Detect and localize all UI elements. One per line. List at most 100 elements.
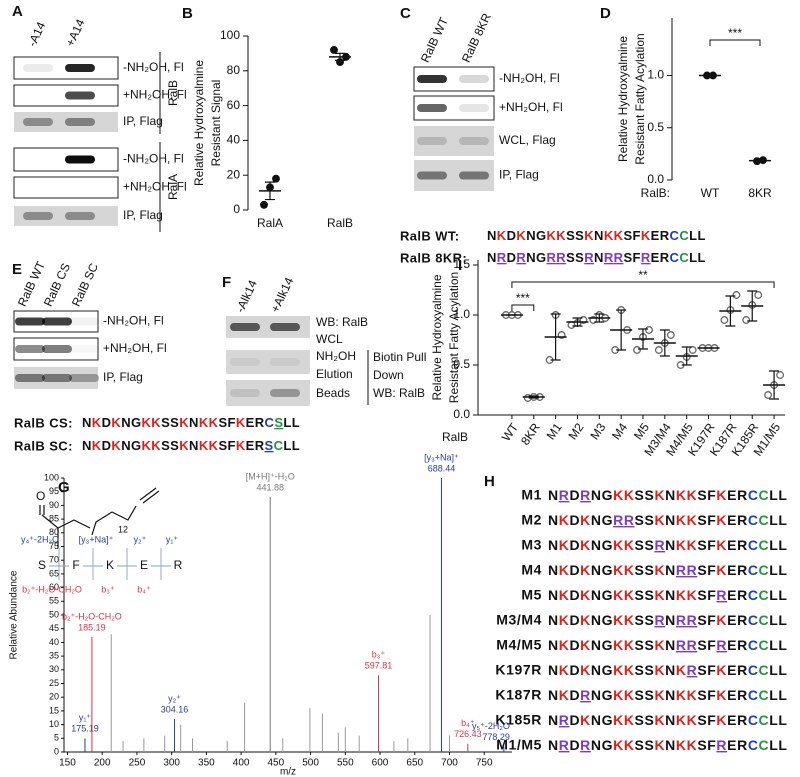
residue: K — [613, 537, 624, 553]
side-label: WB: RalB — [373, 386, 425, 400]
band — [23, 64, 53, 72]
band — [15, 374, 45, 382]
residue: C — [748, 537, 759, 553]
residue: R — [687, 612, 698, 628]
residue: D — [507, 250, 517, 265]
peak-mz-label: 441.88 — [256, 483, 284, 493]
residue: R — [660, 228, 670, 243]
band — [65, 212, 95, 220]
residue: L — [292, 415, 300, 430]
blot-strip — [14, 206, 118, 226]
repeat-count: 12 — [118, 524, 128, 534]
residue: C — [748, 662, 759, 678]
residue: K — [111, 438, 121, 453]
error-bar — [681, 346, 692, 366]
residue: N — [548, 662, 559, 678]
band — [42, 374, 72, 382]
residue: K — [142, 438, 152, 453]
residue: K — [654, 637, 665, 653]
residue: R — [624, 512, 635, 528]
residue: K — [641, 228, 651, 243]
error-bar — [616, 309, 627, 351]
residue: E — [727, 562, 737, 578]
peak-mz-label: 688.44 — [428, 463, 456, 473]
residue: L — [689, 228, 697, 243]
residue: L — [292, 438, 300, 453]
residue: N — [548, 737, 559, 753]
residue: L — [769, 562, 778, 578]
residue: R — [737, 687, 748, 703]
residue: G — [602, 712, 614, 728]
sequence-name: M3 — [521, 537, 542, 553]
band — [42, 317, 72, 326]
residue: K — [559, 562, 570, 578]
lane-label: -A14 — [25, 19, 49, 48]
y-tick-label: 0.5 — [453, 357, 470, 371]
sequence: NKDRNGKKSSKNKKSFKERCCLL — [548, 687, 788, 703]
residue: E — [246, 415, 255, 430]
residue: R — [737, 662, 748, 678]
residue: F — [707, 537, 716, 553]
residue: N — [548, 512, 559, 528]
residue: S — [575, 228, 584, 243]
residue: N — [591, 737, 602, 753]
residue: R — [580, 487, 591, 503]
x-tick-label: 200 — [94, 758, 111, 769]
x-tick-label: 750 — [476, 758, 493, 769]
residue: S — [218, 438, 227, 453]
residue: K — [613, 587, 624, 603]
residue: K — [559, 662, 570, 678]
sequence-name: K197R — [495, 662, 542, 678]
residue: N — [591, 562, 602, 578]
b-ion-label: b₄⁺ — [137, 584, 151, 594]
residue: N — [82, 415, 92, 430]
residue: C — [748, 512, 759, 528]
residue: N — [665, 587, 676, 603]
residue: L — [778, 637, 787, 653]
band — [65, 118, 95, 126]
residue: K — [716, 712, 727, 728]
residue: D — [569, 662, 580, 678]
y-tick-label: 1.0 — [647, 68, 664, 82]
residue: L — [778, 612, 787, 628]
x-tick-label: M1 — [544, 420, 565, 442]
y-tick-label: 50 — [49, 609, 59, 619]
residue: K — [676, 512, 687, 528]
residue: C — [759, 637, 770, 653]
residue: N — [189, 438, 199, 453]
x-tick-label: 600 — [372, 758, 389, 769]
residue: K — [676, 487, 687, 503]
residue: C — [670, 228, 680, 243]
panel-letter: H — [484, 473, 495, 490]
residue: E — [727, 737, 737, 753]
residue: R — [516, 250, 526, 265]
residue: E — [246, 438, 255, 453]
residue: K — [624, 712, 635, 728]
residue: D — [569, 712, 580, 728]
error-bar — [769, 370, 780, 400]
sequence: NKDKNGKKSSRNKKSFKERCCLL — [548, 537, 788, 553]
residue: K — [151, 438, 161, 453]
significance-bracket — [709, 39, 761, 46]
error-bar — [335, 52, 345, 61]
residue: E — [727, 712, 737, 728]
band — [270, 389, 300, 397]
panel-letter: D — [600, 5, 611, 22]
residue: F — [707, 587, 716, 603]
sequence-name: M5 — [521, 587, 542, 603]
residue: K — [111, 415, 121, 430]
residue: N — [591, 612, 602, 628]
residue: S — [170, 415, 179, 430]
residue: F — [707, 687, 716, 703]
residue: E — [727, 537, 737, 553]
residue: R — [255, 415, 265, 430]
y-ion-label: y₄⁺-2H₂O — [21, 534, 59, 544]
row-label: IP, Flag — [103, 370, 143, 384]
residue: N — [665, 562, 676, 578]
residue: K — [676, 537, 687, 553]
residue: C — [759, 612, 770, 628]
row-label: +NH₂OH, Fl — [123, 88, 187, 102]
x-tick-label: 400 — [233, 758, 250, 769]
band — [270, 323, 300, 331]
residue: S — [697, 637, 707, 653]
